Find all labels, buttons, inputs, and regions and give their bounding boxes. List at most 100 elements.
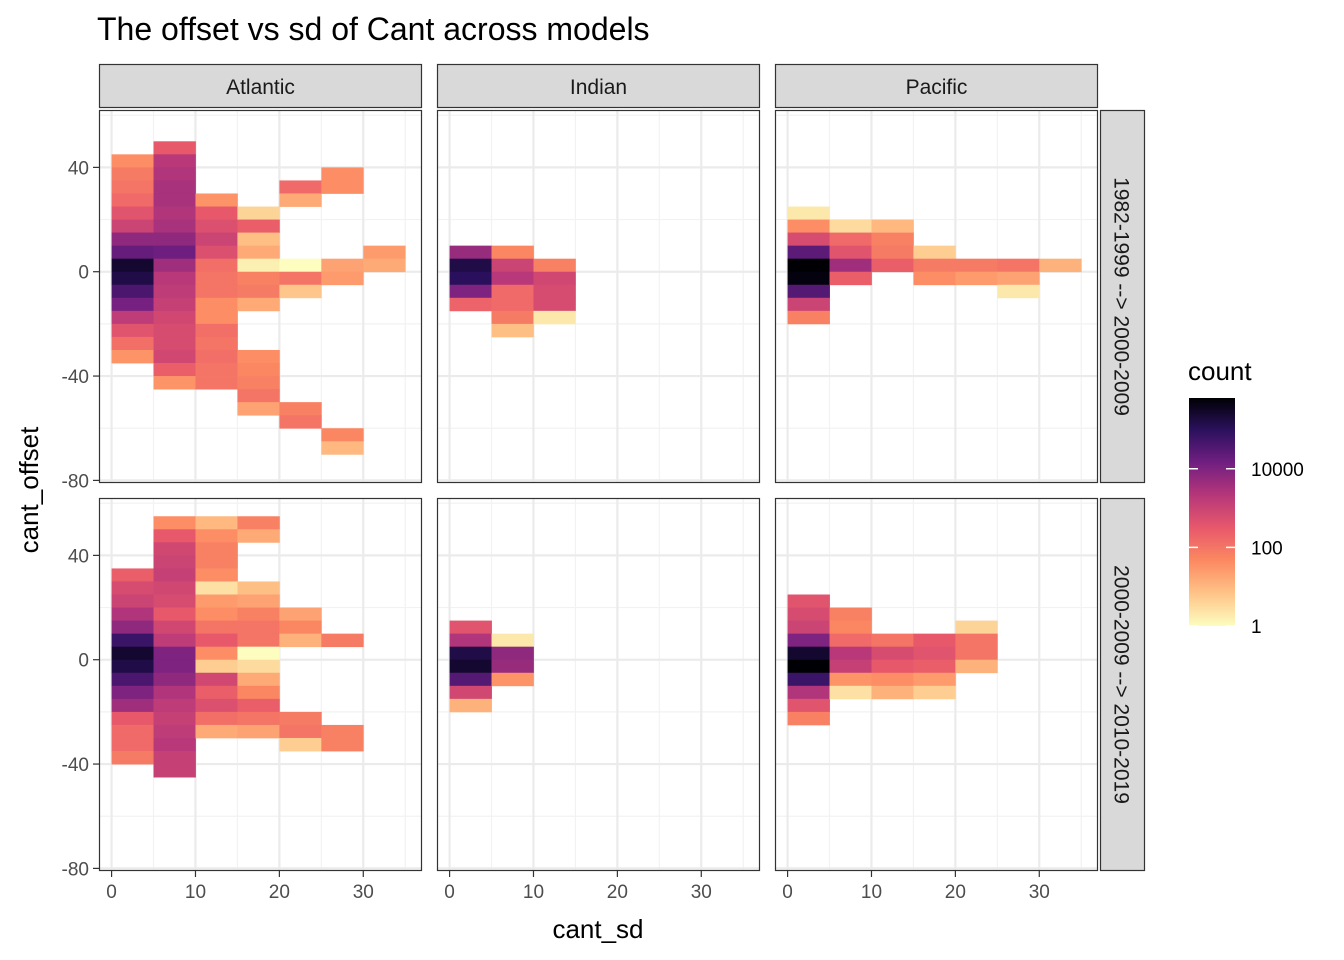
heatmap-cell: [321, 633, 364, 648]
heatmap-cell: [153, 363, 196, 377]
heatmap-cell: [195, 555, 238, 569]
x-tick-label: 0: [782, 882, 793, 903]
legend: count 1 100 10000: [1188, 356, 1304, 638]
heatmap-cell: [237, 219, 280, 233]
heatmap-cell: [321, 724, 364, 739]
heatmap-cell: [153, 297, 196, 312]
heatmap-cell: [913, 258, 956, 273]
heatmap-cell: [491, 633, 534, 648]
strip-label: Pacific: [906, 76, 968, 99]
heatmap-cell: [237, 516, 280, 530]
heatmap-cell: [195, 297, 238, 312]
y-axis-label: cant_offset: [14, 426, 44, 554]
heatmap-cell: [195, 646, 238, 661]
heatmap-cell: [871, 659, 914, 674]
strip-atlantic: Atlantic: [98, 63, 423, 109]
heatmap-cell: [153, 154, 196, 168]
y-tick-label: -80: [62, 859, 89, 880]
heatmap-cell: [997, 284, 1040, 299]
heatmap-cell: [111, 751, 154, 765]
heatmap-cell: [237, 284, 280, 299]
heatmap-cell: [111, 685, 154, 700]
heatmap-cell: [321, 441, 364, 455]
panel-border: [98, 109, 423, 484]
strip-label: Indian: [570, 76, 627, 99]
strip-row-1: 1982-1999 --> 2000-2009: [1099, 109, 1146, 484]
heatmap-cell: [195, 698, 238, 713]
heatmap-cell: [153, 529, 196, 543]
heatmap-cell: [913, 245, 956, 260]
heatmap-cell: [829, 607, 872, 621]
heatmap-cell: [111, 633, 154, 648]
heatmap-cell: [195, 284, 238, 299]
heatmap-cell: [195, 349, 238, 364]
strip-background: [1099, 497, 1146, 872]
heatmap-cell: [237, 529, 280, 543]
heatmap-cell: [195, 724, 238, 739]
heatmap-cell: [533, 297, 576, 312]
heatmap-cell: [955, 258, 998, 273]
heatmap-cell: [533, 310, 576, 325]
heatmap-cell: [787, 633, 830, 648]
x-tick-label: 30: [353, 882, 374, 903]
x-tick-label: 10: [523, 882, 544, 903]
heatmap-cell: [237, 594, 280, 608]
heatmap-cell: [153, 711, 196, 726]
heatmap-cell: [491, 672, 534, 687]
heatmap-cell: [871, 245, 914, 260]
panel-pacific-row1: [774, 109, 1099, 484]
strip-background: [774, 63, 1099, 109]
heatmap-cell: [111, 724, 154, 739]
heatmap-cell: [955, 620, 998, 635]
heatmap-cell: [111, 349, 154, 364]
heatmap-cell: [153, 336, 196, 351]
heatmap-cell: [153, 141, 196, 155]
panel-border: [436, 109, 761, 484]
heatmap-cell: [871, 258, 914, 273]
heatmap-cell: [111, 232, 154, 247]
heatmap-cell: [829, 685, 872, 700]
panel-atlantic-row1: [98, 109, 423, 484]
heatmap-cell: [871, 633, 914, 648]
chart-title: The offset vs sd of Cant across models: [97, 11, 650, 47]
heatmap-cell: [871, 219, 914, 233]
heatmap-cell: [237, 711, 280, 726]
heatmap-cell: [321, 180, 364, 194]
panel-pacific-row2: [774, 497, 1099, 872]
heatmap-cell: [533, 284, 576, 299]
heatmap-cell: [111, 206, 154, 220]
heatmap-cell: [279, 620, 322, 635]
heatmap-cell: [111, 646, 154, 661]
panel-border: [98, 497, 423, 872]
heatmap-cell: [237, 349, 280, 364]
heatmap-cell: [787, 245, 830, 260]
heatmap-cell: [491, 310, 534, 325]
heatmap-cell: [913, 646, 956, 661]
heatmap-cell: [153, 349, 196, 364]
heatmap-cell: [237, 389, 280, 403]
heatmap-cell: [153, 685, 196, 700]
heatmap-cell: [153, 516, 196, 530]
heatmap-cell: [153, 698, 196, 713]
heatmap-cell: [829, 633, 872, 648]
heatmap-cell: [111, 258, 154, 273]
heatmap-cell: [111, 607, 154, 621]
heatmap-cell: [997, 271, 1040, 286]
heatmap-cell: [237, 363, 280, 377]
heatmap-cell: [787, 711, 830, 726]
heatmap-cell: [153, 555, 196, 569]
heatmap-cell: [195, 363, 238, 377]
legend-colorbar: [1189, 398, 1235, 626]
heatmap-cell: [829, 620, 872, 635]
panel-border: [774, 109, 1099, 484]
heatmap-cell: [829, 672, 872, 687]
heatmap-cell: [111, 620, 154, 635]
heatmap-cell: [829, 245, 872, 260]
heatmap-cell: [787, 685, 830, 700]
heatmap-cell: [449, 271, 492, 286]
y-tick-label: -40: [62, 755, 89, 776]
heatmap-cell: [829, 219, 872, 233]
heatmap-cell: [321, 167, 364, 181]
heatmap-cell: [153, 232, 196, 247]
